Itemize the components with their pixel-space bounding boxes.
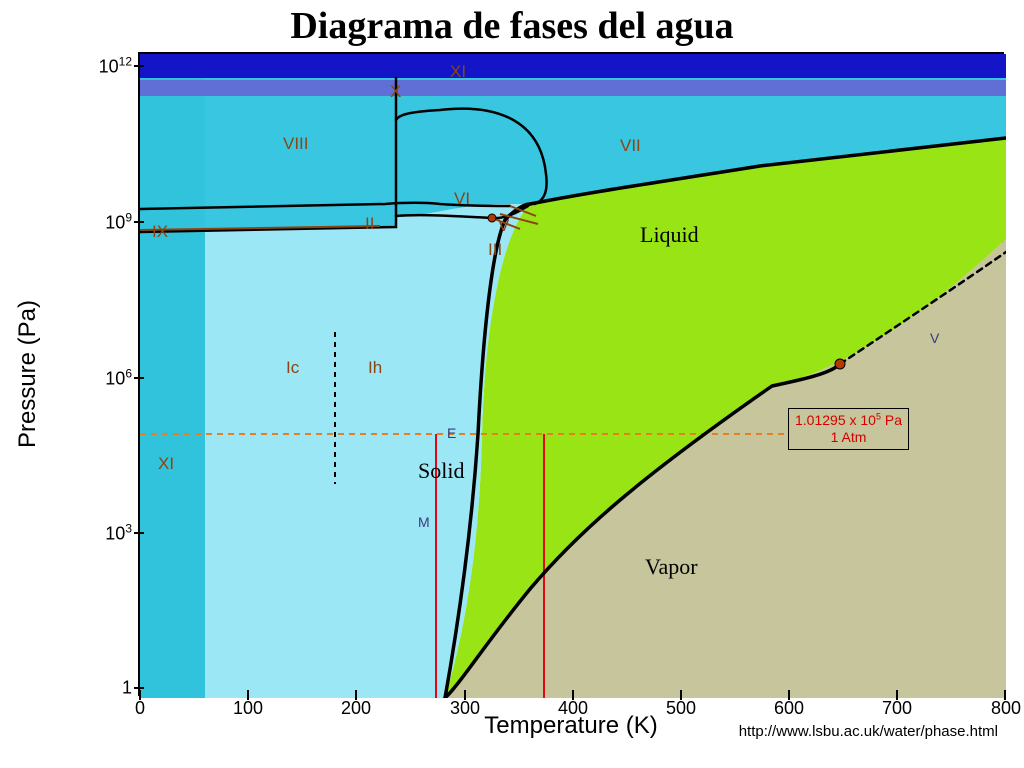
ice-label-IX: IX [152, 222, 168, 242]
ice-label-Ic: Ic [286, 358, 299, 378]
triple-point-ice-II [488, 214, 496, 222]
ytick-mark [134, 532, 144, 534]
xtick-mark [464, 690, 466, 700]
ice-label-Ih: Ih [368, 358, 382, 378]
atm-callout: 1.01295 x 105 Pa 1 Atm [788, 408, 909, 450]
atm-callout-suffix: Pa [881, 412, 902, 428]
ytick-mark [134, 65, 144, 67]
xtick-mark [896, 690, 898, 700]
point-label-M: M [418, 514, 430, 530]
x-axis-label: Temperature (K) [484, 712, 657, 740]
point-label-V: V [930, 330, 939, 346]
xtick-mark [572, 690, 574, 700]
atm-callout-prefix: 1.01295 x 10 [795, 412, 876, 428]
ice-label-XI-top: XI [450, 62, 466, 82]
source-url: http://www.lsbu.ac.uk/water/phase.html [739, 723, 998, 740]
phase-diagram-svg [140, 54, 1006, 698]
xtick-800: 800 [991, 694, 1021, 719]
ice-label-VIII: VIII [283, 134, 309, 154]
ytick-mark [134, 687, 144, 689]
ice-label-X: X [390, 82, 401, 102]
ytick-mark [134, 221, 144, 223]
xtick-mark [139, 690, 141, 700]
y-axis-label: Pressure (Pa) [14, 300, 42, 448]
solid-strip-left [140, 54, 205, 698]
xtick-mark [1004, 690, 1006, 700]
ice-label-XI-left: XI [158, 454, 174, 474]
ice-label-VII: VII [620, 136, 641, 156]
phase-label-liquid: Liquid [640, 222, 699, 248]
axis-box: 1 103 106 109 1012 0 100 200 300 400 500… [138, 52, 1004, 696]
phase-label-vapor: Vapor [645, 554, 698, 580]
atm-callout-line1: 1.01295 x 105 Pa [795, 412, 902, 428]
ice-label-II: II [365, 214, 374, 234]
xtick-mark [680, 690, 682, 700]
xtick-mark [355, 690, 357, 700]
ice-label-VI: VI [454, 189, 470, 209]
ice-x-band [140, 80, 1006, 96]
xtick-mark [788, 690, 790, 700]
page-title: Diagrama de fases del agua [0, 4, 1024, 48]
xtick-mark [247, 690, 249, 700]
regions [140, 54, 1006, 698]
atm-callout-line2: 1 Atm [831, 429, 867, 445]
ice-label-V: V [498, 216, 509, 236]
ice-label-III: III [488, 240, 502, 260]
plot-area: Pressure (Pa) [48, 52, 1014, 744]
critical-point [835, 359, 845, 369]
point-label-E: E [447, 425, 456, 441]
ice-xi-top-band [140, 54, 1006, 78]
ytick-mark [134, 377, 144, 379]
phase-label-solid: Solid [418, 458, 464, 484]
